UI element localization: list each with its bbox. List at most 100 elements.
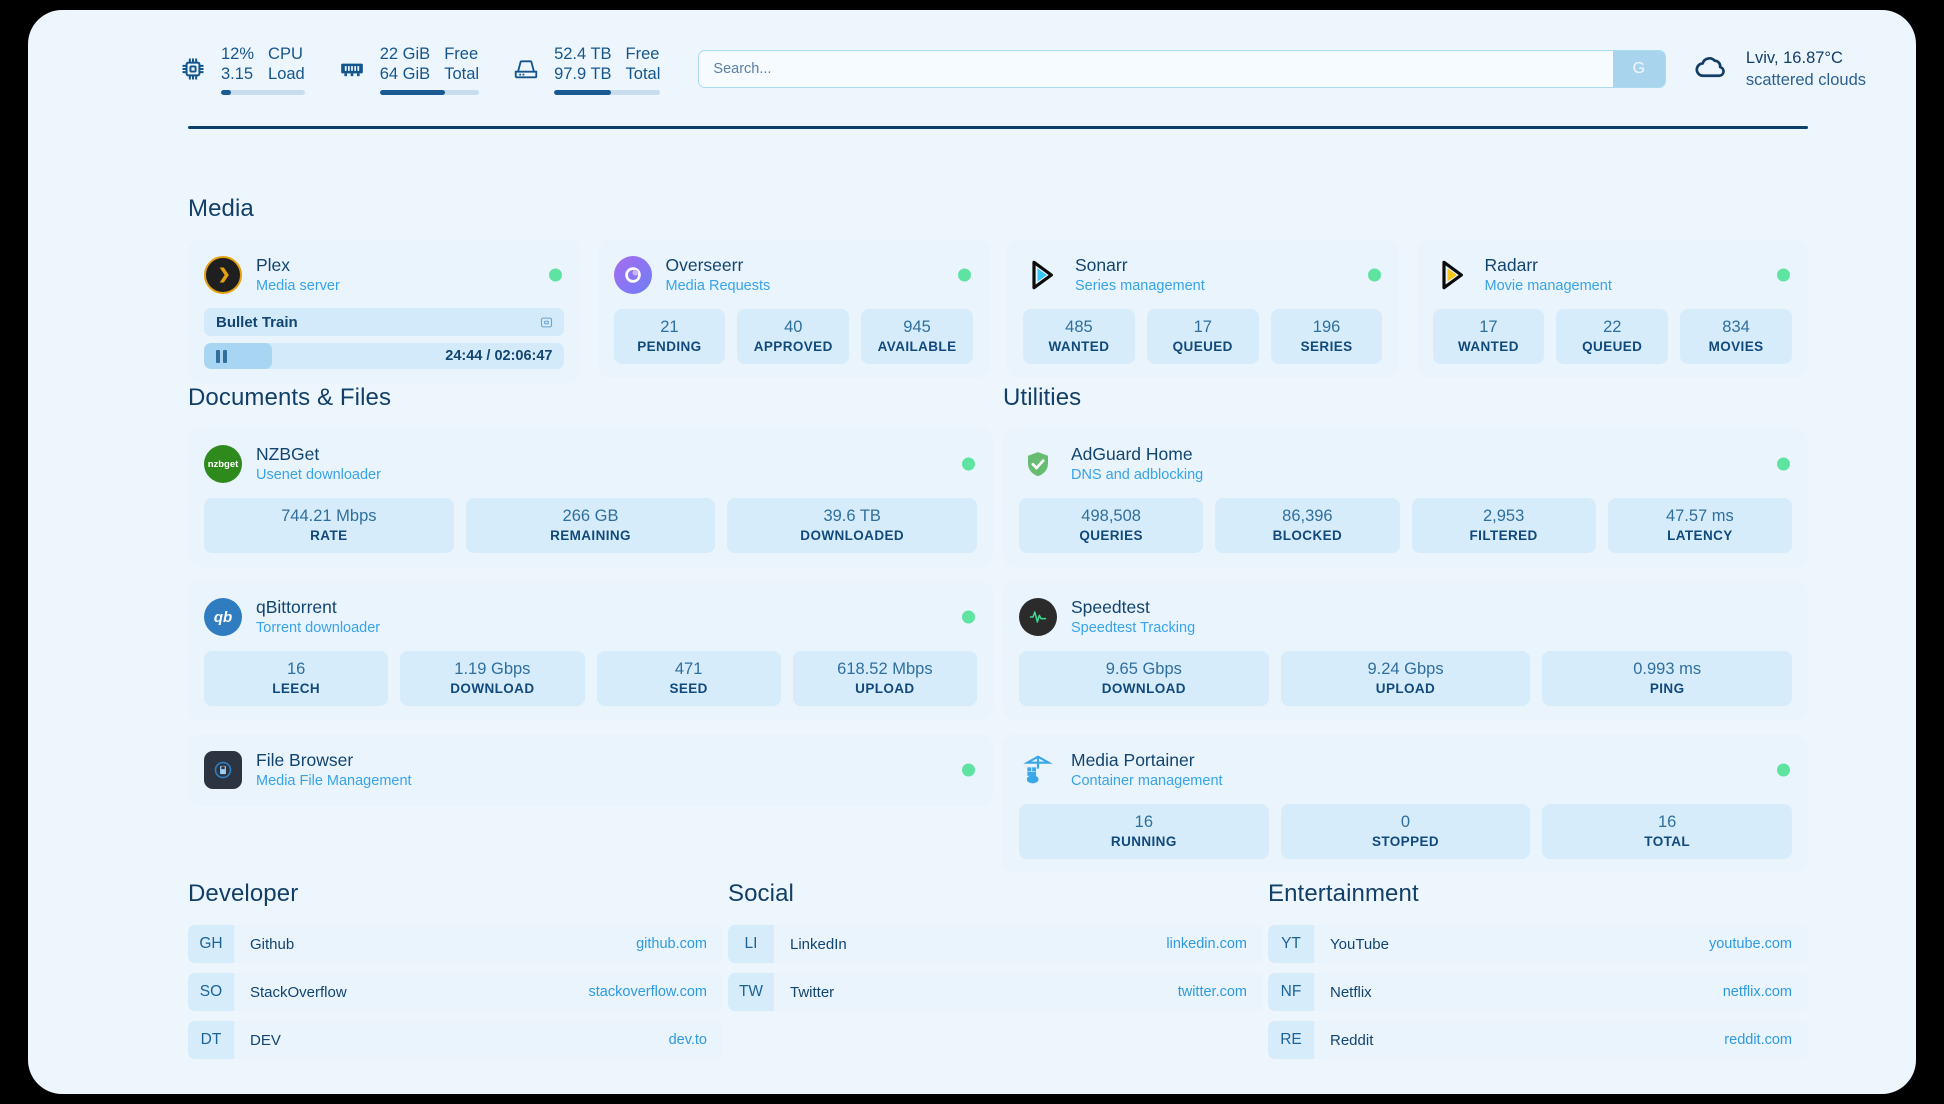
bookmark-badge: NF (1268, 973, 1314, 1011)
stat-label: PENDING (637, 339, 702, 354)
filebrowser-card-name: File Browser (256, 750, 354, 770)
header-bar: 12% 3.15 CPU Load (28, 10, 1916, 128)
service-card-sonarr[interactable]: Sonarr Series management 485 WANTED 17 Q… (1007, 239, 1399, 378)
sonarr-card-name: Sonarr (1075, 255, 1128, 275)
stat-label: RATE (310, 528, 348, 543)
bookmark-name: Twitter (790, 983, 835, 1001)
memory-total-value: 64 GiB (379, 64, 431, 83)
stat-tile: 1.19 Gbps DOWNLOAD (400, 651, 585, 706)
cpu-load-value: 3.15 (221, 64, 254, 83)
stat-tile: 266 GB REMAINING (465, 498, 716, 553)
qbittorrent-card-name: qBittorrent (256, 597, 337, 617)
service-card-radarr[interactable]: Radarr Movie management 17 WANTED 22 QUE… (1416, 239, 1808, 378)
bookmark-item[interactable]: YT YouTube youtube.com (1268, 925, 1808, 963)
cast-icon[interactable] (539, 315, 554, 330)
cpu-icon (178, 54, 208, 84)
stat-label: BLOCKED (1272, 528, 1343, 543)
search-bar[interactable]: G (698, 50, 1666, 88)
search-submit-button[interactable]: G (1612, 51, 1665, 87)
disk-free-value: 52.4 TB (554, 44, 612, 63)
plex-now-playing-title: Bullet Train (216, 313, 298, 331)
plex-card-subtitle: Media server (256, 278, 340, 294)
bookmark-item[interactable]: LI LinkedIn linkedin.com (728, 925, 1263, 963)
sonarr-status-indicator (1367, 268, 1381, 282)
stat-label: LEECH (272, 681, 320, 696)
bookmark-item[interactable]: RE Reddit reddit.com (1268, 1021, 1808, 1059)
bookmark-item[interactable]: SO StackOverflow stackoverflow.com (188, 973, 723, 1011)
stat-value: 16 (286, 660, 306, 678)
service-card-qbittorrent[interactable]: qb qBittorrent Torrent downloader 16 LEE… (188, 581, 993, 720)
service-card-file-browser[interactable]: File Browser Media File Management (188, 734, 993, 806)
service-card-plex[interactable]: Plex Media server Bullet Train (188, 239, 580, 383)
service-card-overseerr[interactable]: Overseerr Media Requests 21 PENDING 40 A… (597, 239, 989, 378)
stat-label: LATENCY (1667, 528, 1733, 543)
stat-label: PING (1649, 681, 1685, 696)
search-input[interactable] (699, 51, 1613, 87)
service-card-portainer[interactable]: Media Portainer Container management 16 … (1003, 734, 1808, 873)
bookmark-name: LinkedIn (790, 935, 847, 953)
memory-icon (337, 54, 367, 84)
stat-tile: 9.24 Gbps UPLOAD (1280, 651, 1531, 706)
stat-value: 618.52 Mbps (837, 660, 933, 678)
stat-tile: 16 TOTAL (1542, 804, 1793, 859)
bookmark-item[interactable]: GH Github github.com (188, 925, 723, 963)
stat-value: 40 (784, 318, 803, 336)
bookmark-group-entertainment: Entertainment YT YouTube youtube.com NF … (1268, 880, 1808, 1069)
portainer-card-name: Media Portainer (1071, 750, 1195, 770)
overseerr-card-subtitle: Media Requests (665, 278, 771, 294)
pause-icon[interactable] (216, 349, 227, 363)
bookmark-name: Netflix (1330, 983, 1372, 1001)
service-card-nzbget[interactable]: nzbget NZBGet Usenet downloader 744.21 M… (188, 428, 993, 567)
overseerr-card-name: Overseerr (665, 255, 744, 275)
stat-label: STOPPED (1371, 834, 1440, 849)
stat-label: REMAINING (550, 528, 631, 543)
nzbget-stats: 744.21 Mbps RATE 266 GB REMAINING 39.6 T… (204, 498, 978, 553)
stat-tile: 2,953 FILTERED (1411, 498, 1596, 553)
speedtest-stats: 9.65 Gbps DOWNLOAD 9.24 Gbps UPLOAD 0.99… (1019, 651, 1793, 706)
cpu-usage-value: 12% (221, 44, 255, 63)
stat-value: 47.57 ms (1665, 507, 1734, 525)
stat-tile: 9.65 Gbps DOWNLOAD (1019, 651, 1269, 706)
stat-tile: 17 QUEUED (1146, 309, 1259, 364)
header-divider (188, 126, 1808, 129)
plex-playback-time: 24:44 / 02:06:47 (445, 348, 553, 364)
plex-card-name: Plex (256, 255, 291, 275)
stat-value: 266 GB (562, 507, 619, 525)
plex-progress-bar[interactable]: 24:44 / 02:06:47 (204, 343, 564, 369)
service-card-speedtest[interactable]: Speedtest Speedtest Tracking 9.65 Gbps D… (1003, 581, 1808, 720)
filebrowser-status-indicator (962, 763, 975, 777)
stat-tile: 834 MOVIES (1680, 309, 1792, 364)
bookmark-item[interactable]: DT DEV dev.to (188, 1021, 723, 1059)
portainer-stats: 16 RUNNING 0 STOPPED 16 TOTAL (1019, 804, 1793, 859)
service-card-adguard[interactable]: AdGuard Home DNS and adblocking 498,508 … (1003, 428, 1808, 567)
stat-tile: 21 PENDING (613, 309, 726, 364)
plex-icon (204, 256, 242, 294)
radarr-card-name: Radarr (1484, 255, 1539, 275)
stat-tile: 0.993 ms PING (1542, 651, 1793, 706)
bookmark-item[interactable]: TW Twitter twitter.com (728, 973, 1263, 1011)
stat-label: WANTED (1457, 339, 1519, 354)
stat-label: QUEUED (1582, 339, 1643, 354)
bookmark-item[interactable]: NF Netflix netflix.com (1268, 973, 1808, 1011)
bookmark-badge: YT (1268, 925, 1314, 963)
stat-value: 945 (903, 318, 931, 336)
bookmark-name: Reddit (1330, 1031, 1374, 1049)
stat-value: 2,953 (1482, 507, 1525, 525)
stat-value: 16 (1658, 813, 1677, 831)
stat-tile: 471 SEED (596, 651, 781, 706)
stat-value: 21 (660, 318, 679, 336)
adguard-card-name: AdGuard Home (1071, 444, 1193, 464)
bookmark-group-social: Social LI LinkedIn linkedin.com TW Twitt… (728, 880, 1263, 1021)
adguard-card-subtitle: DNS and adblocking (1071, 467, 1204, 483)
bookmark-badge: LI (728, 925, 774, 963)
bookmark-badge: DT (188, 1021, 234, 1059)
documents-section: Documents & Files nzbget NZBGet Usenet d… (188, 384, 993, 806)
stat-label: QUEUED (1172, 339, 1233, 354)
disk-usage-bar (554, 89, 661, 95)
stat-label: UPLOAD (1375, 681, 1436, 696)
stat-value: 498,508 (1081, 507, 1141, 525)
disk-label-top: Free (625, 44, 660, 63)
stat-label: RUNNING (1110, 834, 1177, 849)
cpu-label-top: CPU (268, 44, 303, 63)
bookmark-group-title: Entertainment (1268, 880, 1419, 907)
